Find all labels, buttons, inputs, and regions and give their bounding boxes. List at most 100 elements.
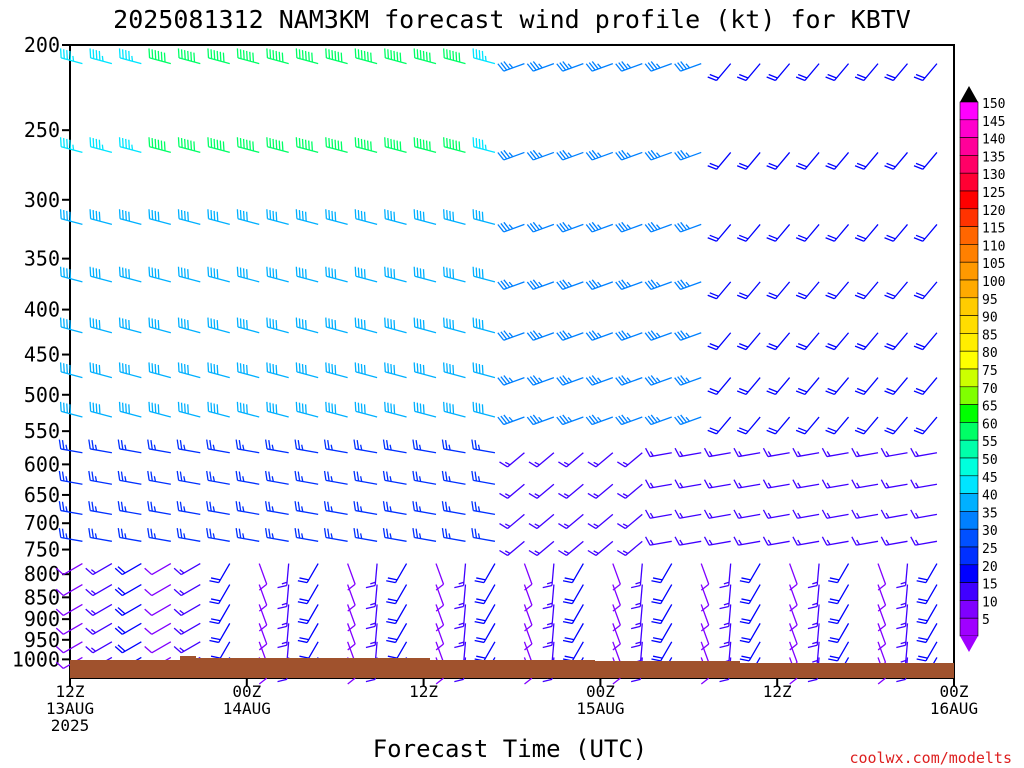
- barb-staff: [296, 509, 319, 516]
- barb-staff: [325, 536, 348, 542]
- barb-flag: [472, 266, 475, 277]
- barb-staff: [384, 448, 407, 454]
- barb-flag: [157, 364, 160, 375]
- barb-flag: [184, 364, 186, 374]
- barb-flag: [828, 580, 838, 584]
- barb-flag: [370, 622, 376, 626]
- barb-flag: [448, 476, 451, 482]
- wind-barb: [354, 209, 378, 226]
- wind-barb: [353, 439, 378, 454]
- barb-flag: [736, 345, 747, 351]
- wind-barb: [117, 439, 142, 454]
- wind-barb: [386, 563, 408, 584]
- barb-flag: [503, 375, 511, 384]
- barb-flag: [356, 471, 360, 482]
- wind-barb: [913, 223, 938, 242]
- barb-flag: [415, 528, 419, 539]
- barb-flag: [703, 509, 710, 519]
- colorbar-swatch: [959, 386, 979, 405]
- barb-flag: [117, 625, 126, 634]
- barb-flag: [476, 637, 486, 641]
- barb-flag: [416, 49, 419, 59]
- barb-flag: [311, 141, 314, 151]
- wind-barb: [562, 604, 584, 625]
- barb-flag: [327, 471, 330, 482]
- barb-flag: [877, 604, 886, 612]
- barb-flag: [444, 501, 448, 512]
- barb-flag: [334, 269, 337, 279]
- barb-flag: [269, 49, 272, 59]
- barb-flag: [209, 471, 212, 482]
- credit-link[interactable]: coolwx.com/modelts: [849, 749, 1012, 767]
- wind-barb: [472, 401, 496, 418]
- wind-barb: [85, 641, 113, 654]
- wind-barb: [295, 209, 319, 226]
- barb-flag: [216, 50, 219, 61]
- barb-flag: [618, 62, 626, 71]
- barb-flag: [680, 414, 688, 423]
- wind-barb: [236, 48, 260, 65]
- barb-staff: [748, 563, 761, 583]
- barb-flag: [679, 482, 684, 488]
- wind-barb: [562, 563, 584, 584]
- wind-barb: [148, 266, 171, 283]
- wind-barb: [173, 622, 201, 635]
- barb-staff: [649, 452, 672, 458]
- wind-barb: [147, 439, 171, 454]
- barb-flag: [647, 151, 655, 160]
- x-tick-label: 12Z: [409, 682, 438, 701]
- barb-flag: [854, 390, 865, 396]
- barb-staff: [218, 623, 231, 643]
- barb-flag: [856, 343, 867, 348]
- colorbar-label: 70: [982, 382, 998, 397]
- barb-flag: [258, 624, 268, 632]
- barb-flag: [117, 566, 126, 574]
- barb-flag: [766, 76, 776, 82]
- barb-staff: [208, 371, 230, 379]
- barb-flag: [323, 501, 327, 511]
- barb-flag: [389, 444, 392, 451]
- barb-flag: [177, 401, 180, 412]
- barb-flag: [298, 363, 301, 373]
- wind-barb: [209, 623, 231, 644]
- barb-staff: [149, 371, 171, 379]
- barb-flag: [128, 211, 131, 222]
- barb-staff: [612, 604, 621, 626]
- barb-staff: [716, 223, 732, 242]
- y-tick-label: 900: [24, 607, 60, 631]
- barb-flag: [679, 451, 684, 457]
- colorbar-label: 10: [982, 595, 998, 610]
- wind-barb: [526, 279, 555, 291]
- barb-flag: [117, 470, 121, 481]
- wind-barb: [795, 377, 820, 396]
- barb-flag: [458, 602, 465, 606]
- barb-flag: [915, 539, 919, 545]
- barb-flag: [125, 364, 127, 374]
- barb-flag: [125, 268, 127, 278]
- wind-barb: [526, 149, 555, 161]
- barb-staff: [306, 604, 319, 624]
- barb-staff: [121, 622, 142, 635]
- barb-flag: [825, 165, 835, 170]
- barb-flag: [275, 50, 278, 61]
- chart-title: 2025081312 NAM3KM forecast wind profile …: [113, 5, 911, 34]
- barb-flag: [472, 317, 475, 328]
- wind-barb: [144, 562, 172, 576]
- barb-flag: [435, 604, 444, 612]
- wind-barb: [913, 416, 938, 435]
- barb-flag: [150, 501, 153, 512]
- wind-barb: [884, 223, 908, 242]
- barb-flag: [685, 332, 691, 338]
- barb-staff: [826, 452, 849, 458]
- barb-staff: [621, 416, 643, 426]
- wind-barb: [674, 414, 702, 426]
- barb-flag: [651, 620, 661, 625]
- barb-staff: [119, 410, 142, 418]
- barb-flag: [471, 528, 474, 538]
- barb-flag: [238, 440, 242, 450]
- wind-barb: [441, 470, 466, 485]
- barb-flag: [766, 345, 776, 351]
- barb-staff: [121, 603, 142, 617]
- barb-flag: [179, 471, 183, 482]
- barb-flag: [61, 501, 65, 512]
